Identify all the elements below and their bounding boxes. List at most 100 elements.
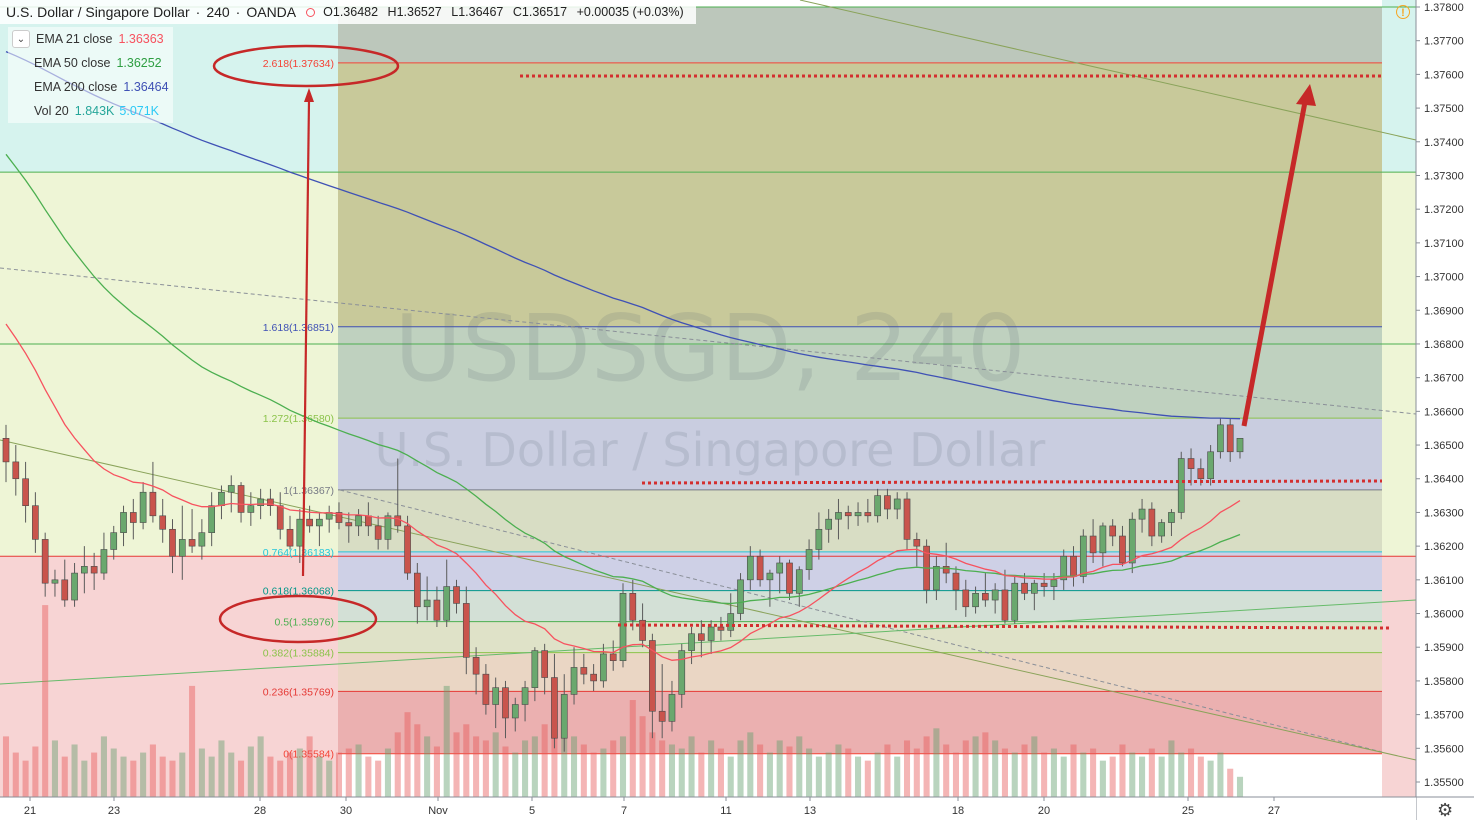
volume-bar <box>629 700 636 797</box>
volume-bar <box>1099 760 1106 797</box>
volume-bar <box>306 736 313 797</box>
volume-bar <box>296 748 303 797</box>
candle-body <box>727 613 735 631</box>
candle-body <box>2 438 10 463</box>
volume-bar <box>962 740 969 797</box>
volume-bar <box>590 752 597 797</box>
volume-bar <box>884 744 891 797</box>
candle-body <box>531 650 539 688</box>
arrow-head-projection <box>1296 84 1316 106</box>
alert-icon[interactable]: ! <box>1396 5 1410 19</box>
close-value: C1.36517 <box>512 5 568 19</box>
zone-b <box>0 172 338 557</box>
trendline-upper <box>799 0 1417 141</box>
candle-body <box>502 687 509 719</box>
y-tick-label: 1.37600 <box>1424 69 1464 81</box>
fib-label: 0.618(1.36068) <box>263 586 334 598</box>
highlight-ellipse-bottom <box>218 594 378 644</box>
ema50-line <box>5 153 1241 605</box>
settings-gear-icon[interactable]: ⚙ <box>1437 800 1454 820</box>
volume-bar <box>267 756 274 797</box>
y-tick-label: 1.37000 <box>1424 272 1464 284</box>
candle-body <box>149 491 157 517</box>
legend-row-ema200[interactable]: EMA 200 close 1.36464 <box>8 75 173 99</box>
candle-body <box>1177 458 1185 513</box>
candle-body <box>296 518 304 547</box>
volume-bar <box>688 736 695 797</box>
candle-body <box>316 518 323 527</box>
symbol-name[interactable]: U.S. Dollar / Singapore Dollar <box>6 4 190 20</box>
volume-bar <box>365 756 372 797</box>
candle-body <box>345 522 353 527</box>
volume-bar <box>257 736 264 797</box>
candle-body <box>913 539 921 547</box>
candle-body <box>22 478 29 506</box>
volume-bar <box>453 732 460 797</box>
volume-bar <box>1187 748 1195 797</box>
candle-body <box>159 515 167 530</box>
candle-body <box>1099 525 1107 554</box>
legend-row-ema50[interactable]: EMA 50 close 1.36252 <box>8 51 173 75</box>
candle-body <box>580 667 588 675</box>
volume-bar <box>316 756 323 797</box>
volume-bar <box>512 752 519 797</box>
candle-body <box>1021 582 1028 594</box>
candle-body <box>306 518 313 527</box>
volume-bar <box>1139 756 1146 797</box>
volume-bar <box>169 760 176 797</box>
volume-bar <box>1197 756 1204 797</box>
low-value: L1.36467 <box>451 5 504 19</box>
collapse-legend-icon[interactable]: ⌄ <box>12 30 30 48</box>
volume-bar <box>1119 744 1126 797</box>
y-tick-label: 1.37200 <box>1424 204 1464 216</box>
fib-label: 0(1.35584) <box>283 749 334 761</box>
candle-body <box>776 562 784 574</box>
candle-body <box>1109 525 1117 537</box>
candle-body <box>805 549 813 571</box>
candle-body <box>237 485 245 513</box>
volume-bar <box>492 732 499 797</box>
x-tick-label: 27 <box>1268 805 1280 817</box>
interval-label[interactable]: 240 <box>206 4 230 20</box>
volume-bar <box>443 685 450 797</box>
candle-body <box>71 572 78 601</box>
candle-body <box>247 505 255 513</box>
candle-body <box>874 495 881 517</box>
volume-bar <box>61 756 68 797</box>
candle-body <box>629 593 637 621</box>
volume-bar <box>1080 752 1087 797</box>
volume-bar <box>678 748 685 797</box>
volume-bar <box>531 736 538 797</box>
candle-body <box>649 640 656 712</box>
volume-bar <box>81 760 88 797</box>
high-value: H1.36527 <box>387 5 442 19</box>
price-axis-bg <box>1416 0 1474 820</box>
volume-bar <box>71 744 78 797</box>
candle-body <box>1011 582 1019 621</box>
y-tick-label: 1.36900 <box>1424 305 1464 317</box>
legend-row-ema21[interactable]: ⌄ EMA 21 close 1.36363 <box>8 27 173 51</box>
volume-bar <box>864 760 871 797</box>
x-tick-label: Nov <box>428 805 448 817</box>
ema21-line <box>5 323 1241 661</box>
candle-body <box>1236 438 1244 453</box>
volume-bar <box>42 605 49 797</box>
volume-bar <box>982 732 989 797</box>
volume-bar <box>375 760 382 797</box>
volume-bar <box>757 744 764 797</box>
ema200-value: 1.36464 <box>123 80 169 94</box>
volume-bar <box>120 756 127 797</box>
candle-body <box>374 525 382 540</box>
volume-bar <box>913 748 920 797</box>
candle-body <box>560 694 568 739</box>
candle-body <box>737 579 744 614</box>
volume-bar <box>737 740 744 797</box>
volume-bar <box>1060 756 1067 797</box>
legend-row-volume[interactable]: Vol 20 1.843K 5.071K <box>8 99 173 123</box>
candle-body <box>1197 468 1205 480</box>
candle-body <box>952 572 960 591</box>
candle-body <box>178 539 186 557</box>
volume-bar <box>668 744 676 797</box>
volume-bar <box>1148 748 1155 797</box>
